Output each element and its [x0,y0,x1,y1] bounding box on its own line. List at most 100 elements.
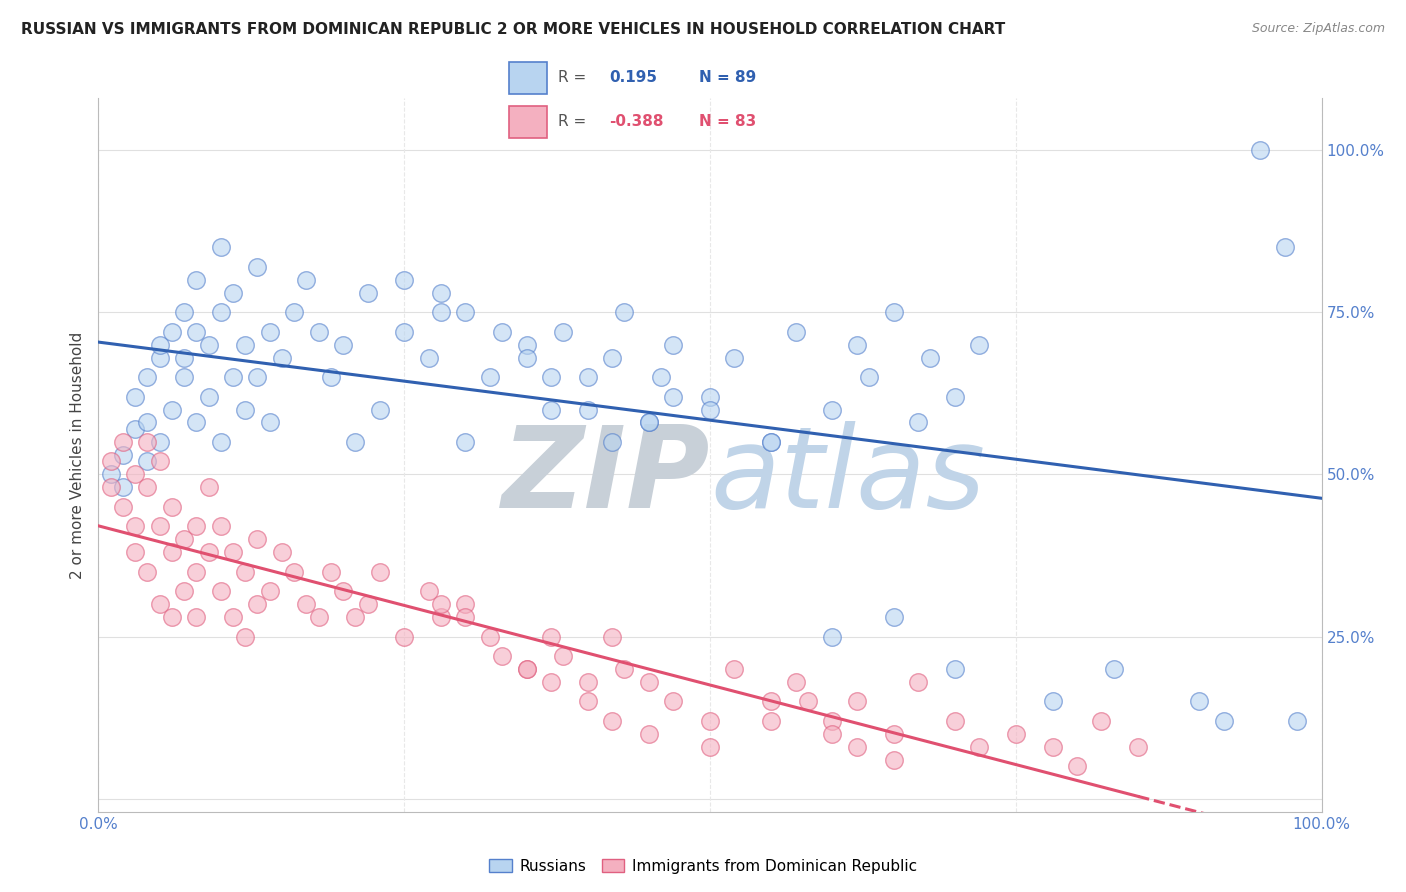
Point [540,402,562,417]
Point [821,402,844,417]
Point [283,305,305,319]
Point [160,610,183,624]
Point [967,739,990,754]
Point [124,422,146,436]
Point [149,454,172,468]
Bar [509,62,547,94]
Point [222,285,245,300]
Point [821,727,844,741]
Point [295,597,318,611]
Point [295,273,318,287]
Point [785,675,807,690]
Point [319,370,342,384]
Point [173,305,195,319]
Point [821,714,844,728]
Point [785,325,807,339]
Point [883,753,905,767]
Point [197,337,219,351]
Point [516,662,538,676]
Point [259,584,281,599]
Point [430,285,453,300]
Point [491,648,513,663]
Point [845,694,868,708]
Point [637,727,661,741]
Point [259,325,281,339]
Point [540,370,562,384]
Text: R =: R = [558,114,586,129]
Point [761,714,783,728]
Point [1066,759,1088,773]
Point [637,675,661,690]
Point [186,610,208,624]
Point [173,370,195,384]
Point [613,305,636,319]
Point [149,434,172,449]
Point [845,739,868,754]
Point [173,351,195,365]
Point [283,565,305,579]
Point [516,351,538,365]
Point [344,434,367,449]
Point [332,584,354,599]
Point [600,630,623,644]
Point [173,533,195,547]
Point [392,273,416,287]
Point [662,337,685,351]
Point [943,662,966,676]
Point [699,402,721,417]
Point [430,305,453,319]
Point [1090,714,1112,728]
Point [821,630,844,644]
Point [943,390,966,404]
Point [270,351,294,365]
Point [553,325,575,339]
Point [246,597,269,611]
Point [222,610,245,624]
Point [454,305,477,319]
Point [308,325,330,339]
Point [111,480,134,494]
Point [1188,694,1211,708]
Point [111,434,134,449]
Point [111,500,134,514]
Point [418,351,440,365]
Point [478,630,501,644]
Point [478,370,501,384]
Text: R =: R = [558,70,586,86]
Point [136,480,159,494]
Point [149,519,172,533]
Point [858,370,880,384]
Point [356,285,378,300]
Point [883,305,905,319]
Point [149,351,172,365]
Bar [509,106,547,138]
Point [124,467,146,482]
Point [943,714,966,728]
Point [186,565,208,579]
Point [209,240,232,254]
Y-axis label: 2 or more Vehicles in Household: 2 or more Vehicles in Household [69,331,84,579]
Point [100,467,122,482]
Point [209,434,232,449]
Point [576,694,599,708]
Point [967,337,990,351]
Point [553,648,575,663]
Point [111,448,134,462]
Point [613,662,636,676]
Point [699,714,721,728]
Point [136,565,159,579]
Point [233,565,256,579]
Point [920,351,942,365]
Point [761,694,783,708]
Point [723,351,745,365]
Point [149,337,172,351]
Point [1286,714,1309,728]
Point [222,370,245,384]
Point [637,416,661,430]
Point [418,584,440,599]
Point [1042,739,1064,754]
Point [368,565,391,579]
Point [392,325,416,339]
Legend: Russians, Immigrants from Dominican Republic: Russians, Immigrants from Dominican Repu… [482,853,924,880]
Point [246,370,269,384]
